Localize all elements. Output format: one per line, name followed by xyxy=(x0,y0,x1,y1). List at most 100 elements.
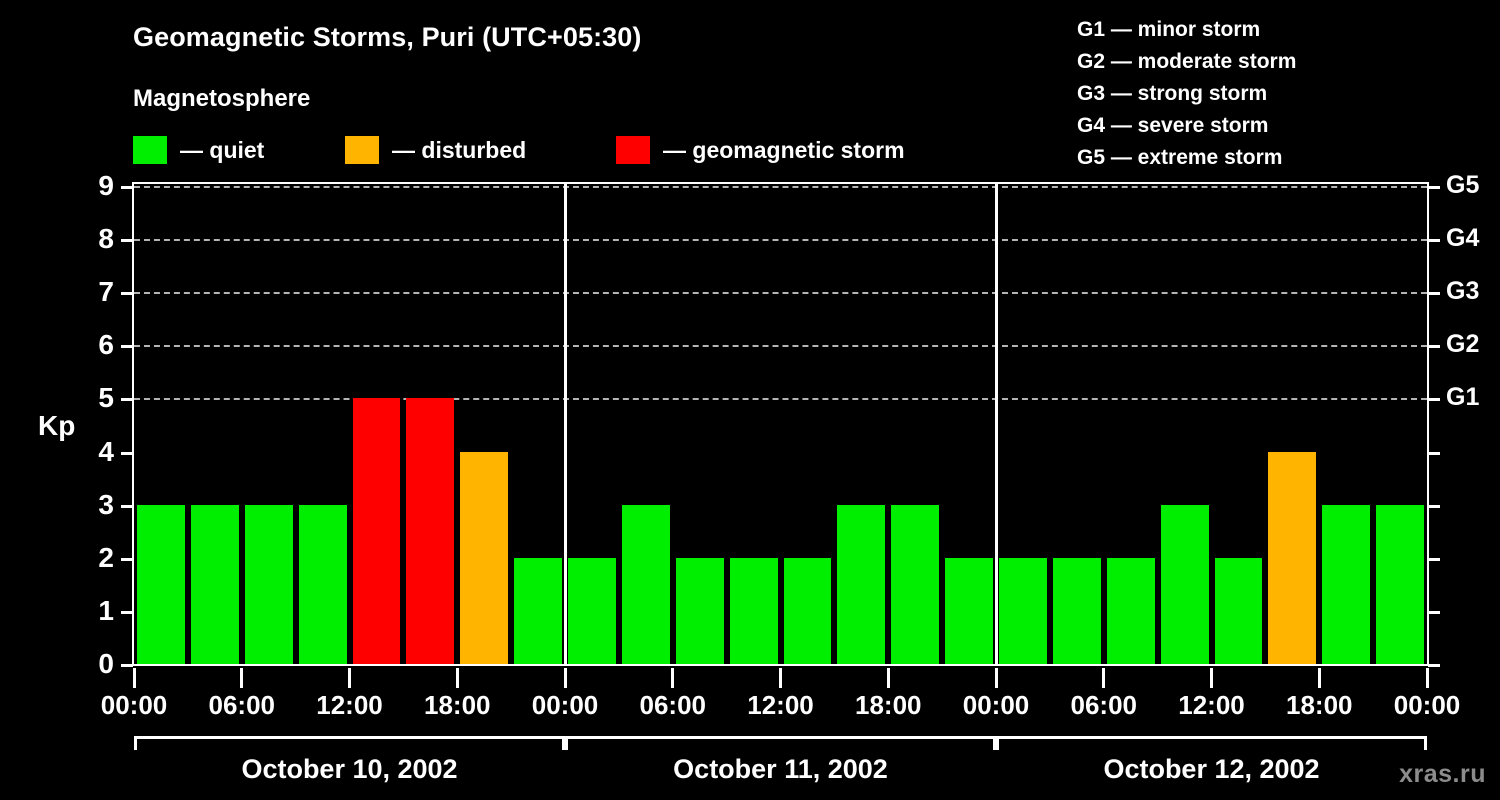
y-tick-right-4 xyxy=(1428,451,1440,455)
bar xyxy=(137,504,185,664)
y-tick-label-5: 5 xyxy=(98,382,114,414)
y-tick-8 xyxy=(121,239,133,243)
y-tick-label-6: 6 xyxy=(98,329,114,361)
y-tick-7 xyxy=(121,292,133,296)
day-divider-1 xyxy=(563,184,567,664)
x-tick-11 xyxy=(1317,668,1321,688)
y-tick-right-5 xyxy=(1428,398,1440,402)
x-tick-label-4: 00:00 xyxy=(531,690,599,720)
x-tick-12 xyxy=(1425,668,1429,688)
gridline-kp-7 xyxy=(134,292,1427,295)
x-tick-label-11: 18:00 xyxy=(1286,690,1353,720)
bar xyxy=(1376,504,1424,664)
y-tick-5 xyxy=(121,398,133,402)
legend-label-storm: — geomagnetic storm xyxy=(663,136,905,163)
watermark: xras.ru xyxy=(1399,760,1486,788)
y-tick-0 xyxy=(121,664,133,667)
x-tick-label-10: 12:00 xyxy=(1178,690,1245,720)
x-tick-label-5: 06:00 xyxy=(639,690,707,720)
g-legend-row-2: G2 — moderate storm xyxy=(1077,50,1297,73)
x-tick-label-3: 18:00 xyxy=(424,690,491,720)
x-tick-label-8: 00:00 xyxy=(962,690,1030,720)
day-bracket-2 xyxy=(565,736,996,750)
legend-entry-disturbed: — disturbed xyxy=(345,134,526,166)
g-legend-row-4: G4 — severe storm xyxy=(1077,114,1269,137)
bar xyxy=(1268,451,1317,664)
bar xyxy=(999,557,1047,664)
gridline-kp-9 xyxy=(134,186,1427,188)
x-tick-2 xyxy=(348,668,351,688)
x-tick-7 xyxy=(886,668,890,688)
g-legend-row-3: G3 — strong storm xyxy=(1077,82,1268,105)
x-tick-label-7: 18:00 xyxy=(855,690,922,720)
page-title: Geomagnetic Storms, Puri (UTC+05:30) xyxy=(133,22,642,52)
g-scale-legend: G1 — minor storm G2 — moderate storm G3 — … xyxy=(1077,14,1296,174)
y-tick-right-2 xyxy=(1428,557,1440,561)
bar xyxy=(1214,557,1263,664)
x-tick-label-6: 12:00 xyxy=(747,690,814,720)
bar xyxy=(568,557,616,664)
x-tick-1 xyxy=(240,668,244,688)
bar xyxy=(190,504,239,664)
x-tick-3 xyxy=(455,668,459,688)
legend-entry-storm: — geomagnetic storm xyxy=(616,134,905,166)
bar xyxy=(891,504,940,664)
y-tick-1 xyxy=(121,610,133,614)
y-tick-label-0: 0 xyxy=(98,648,114,679)
x-tick-label-9: 06:00 xyxy=(1070,690,1138,720)
y-tick-right-6 xyxy=(1428,345,1440,349)
bar xyxy=(460,451,509,664)
y-tick-right-3 xyxy=(1428,504,1440,508)
legend-label-disturbed: — disturbed xyxy=(392,136,527,163)
x-tick-4 xyxy=(563,668,567,688)
y-tick-2 xyxy=(121,557,133,561)
legend-label-quiet: — quiet xyxy=(180,136,265,163)
legend-swatch-disturbed xyxy=(345,136,379,164)
bar xyxy=(1052,557,1101,664)
g-axis-label-G2: G2 xyxy=(1446,330,1480,359)
y-tick-right-0 xyxy=(1428,664,1440,667)
day-label-3: October 12, 2002 xyxy=(1103,754,1320,784)
day-label-2: October 11, 2002 xyxy=(673,754,888,784)
bar xyxy=(514,557,562,664)
bar xyxy=(675,557,724,664)
gridline-kp-6 xyxy=(134,345,1427,348)
gridline-kp-8 xyxy=(134,239,1427,242)
plot-inner xyxy=(134,184,1427,664)
bar xyxy=(244,504,293,664)
g-axis-label-G5: G5 xyxy=(1446,171,1480,199)
g-legend-row-5: G5 — extreme storm xyxy=(1077,146,1283,169)
g-axis-label-G4: G4 xyxy=(1446,224,1480,253)
plot-area xyxy=(132,182,1429,666)
x-tick-0 xyxy=(132,668,136,688)
day-bracket-3 xyxy=(996,736,1427,750)
g-legend-row-1: G1 — minor storm xyxy=(1077,18,1261,41)
y-tick-right-9 xyxy=(1428,186,1440,189)
legend-swatch-storm xyxy=(616,136,650,164)
bar xyxy=(729,557,778,664)
y-tick-9 xyxy=(121,186,133,189)
day-bracket-1 xyxy=(134,736,565,750)
bar xyxy=(352,398,401,664)
bar xyxy=(837,504,886,664)
x-tick-8 xyxy=(994,668,998,688)
y-tick-6 xyxy=(121,345,133,349)
x-tick-label-12: 00:00 xyxy=(1393,690,1461,720)
x-tick-label-0: 00:00 xyxy=(100,690,168,720)
y-tick-right-7 xyxy=(1428,292,1440,296)
bar xyxy=(783,557,832,664)
bar xyxy=(298,504,347,664)
y-tick-label-9: 9 xyxy=(98,170,114,201)
y-tick-3 xyxy=(121,504,133,508)
chart-subtitle: Magnetosphere xyxy=(133,85,311,112)
legend-entry-quiet: — quiet xyxy=(133,134,264,166)
y-tick-label-8: 8 xyxy=(98,223,114,255)
y-tick-4 xyxy=(121,451,133,455)
y-tick-right-8 xyxy=(1428,239,1440,243)
y-tick-label-1: 1 xyxy=(98,594,114,626)
g-axis-label-G1: G1 xyxy=(1446,383,1480,412)
bar xyxy=(406,398,455,664)
x-tick-6 xyxy=(779,668,782,688)
y-tick-right-1 xyxy=(1428,610,1440,614)
day-label-1: October 10, 2002 xyxy=(241,754,458,784)
